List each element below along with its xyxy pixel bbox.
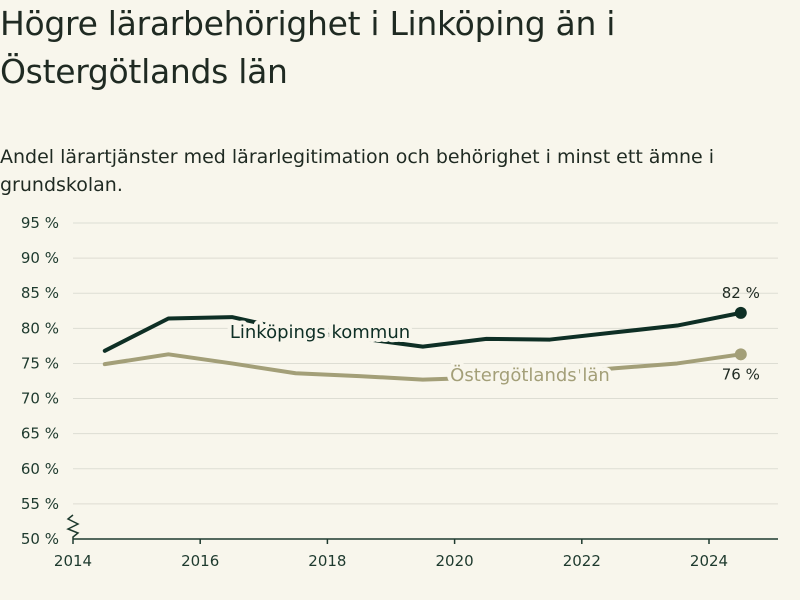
series-name-label: Östergötlands län [450, 364, 610, 386]
end-value-label: 76 % [722, 365, 760, 383]
y-tick-label: 55 % [21, 495, 59, 513]
grid-lines [73, 222, 778, 505]
y-axis-ticks: 50 % 55 % 60 % 65 % 70 % 75 % 80 % 85 % 90 % 95 % [21, 214, 59, 548]
y-tick-label: 85 % [21, 284, 59, 302]
chart-title: Högre lärarbehörighet i Linköping än i Ö… [0, 4, 616, 91]
series-line [102, 352, 743, 382]
y-tick-label: 95 % [21, 214, 59, 232]
series-name-halo: Östergötlands län [450, 364, 610, 386]
chart-subtitle: Andel lärartjänster med lärarlegitimatio… [0, 146, 715, 196]
x-tick-label: 2020 [436, 552, 474, 570]
y-tick-label: 80 % [21, 319, 59, 337]
x-tick-label: 2016 [181, 552, 219, 570]
y-tick-label: 70 % [21, 390, 59, 408]
x-tick-label: 2014 [54, 552, 92, 570]
y-tick-label: 75 % [21, 354, 59, 372]
line-chart: 50 % 55 % 60 % 65 % 70 % 75 % 80 % 85 % 90 % 95 %… [21, 214, 778, 570]
x-tick-label: 2022 [563, 552, 601, 570]
series-end-marker [734, 306, 747, 319]
series-lines [102, 306, 747, 382]
series-end-marker [734, 348, 747, 361]
series-name-halo: Linköpings kommun [230, 322, 410, 343]
series-line [102, 310, 743, 353]
x-tick-label: 2024 [690, 552, 728, 570]
y-tick-label: 60 % [21, 460, 59, 478]
axis-break [66, 514, 80, 539]
x-axis-ticks: 2014 2016 2018 2020 2022 2024 [54, 538, 778, 570]
y-tick-label: 50 % [21, 530, 59, 548]
end-value-label: 82 % [722, 284, 760, 302]
x-tick-label: 2018 [308, 552, 346, 570]
y-tick-label: 90 % [21, 249, 59, 267]
axis-break-zigzag [66, 514, 80, 539]
y-tick-label: 65 % [21, 425, 59, 443]
series-name-label: Linköpings kommun [230, 322, 410, 343]
